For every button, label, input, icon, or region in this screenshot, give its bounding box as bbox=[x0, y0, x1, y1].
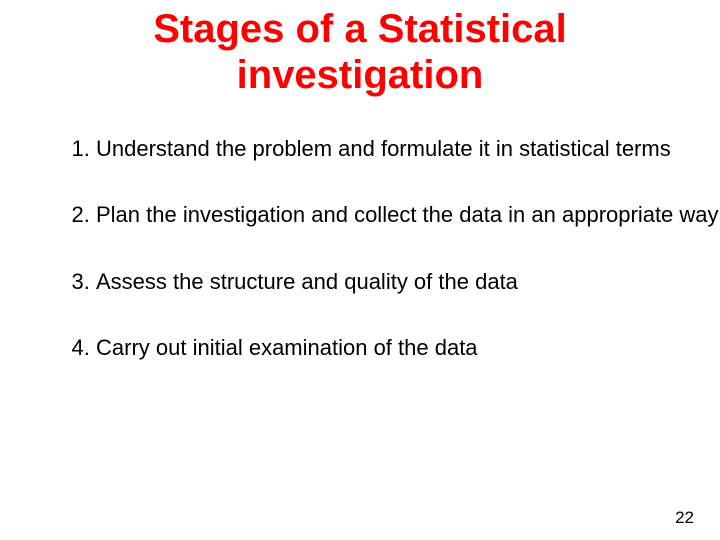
list-item: Carry out initial examination of the dat… bbox=[96, 335, 720, 361]
stages-list: Understand the problem and formulate it … bbox=[58, 136, 720, 362]
title-line-2: investigation bbox=[237, 53, 484, 97]
page-number: 22 bbox=[675, 508, 694, 528]
list-item: Plan the investigation and collect the d… bbox=[96, 202, 720, 228]
slide: Stages of a Statistical investigation Un… bbox=[0, 6, 720, 540]
slide-title: Stages of a Statistical investigation bbox=[0, 6, 720, 98]
title-line-1: Stages of a Statistical bbox=[153, 7, 566, 51]
list-item: Assess the structure and quality of the … bbox=[96, 269, 720, 295]
list-item: Understand the problem and formulate it … bbox=[96, 136, 720, 162]
